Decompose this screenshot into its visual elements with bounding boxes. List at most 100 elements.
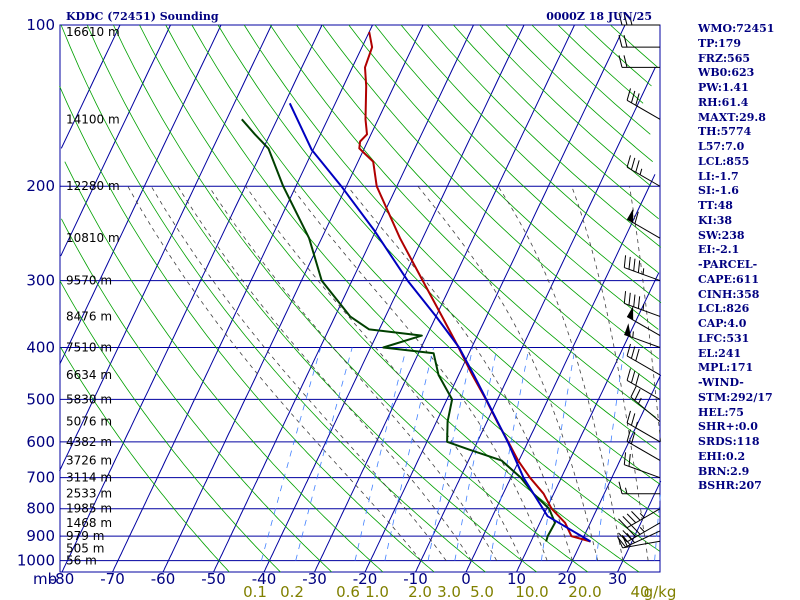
dry-adiabat <box>400 24 659 274</box>
index-item: BRN:2.9 <box>698 464 750 478</box>
moist-adiabat <box>127 186 422 561</box>
mixing-ratio-label: 0.6 <box>336 583 360 600</box>
height-label: 3114 m <box>66 471 112 485</box>
mixing-ratio-label: 1.0 <box>365 583 389 600</box>
dry-adiabat <box>269 24 656 418</box>
pressure-tick-label: 300 <box>26 272 55 290</box>
mixing-ratio-line <box>354 347 407 561</box>
station-title: KDDC (72451) Sounding <box>66 10 219 23</box>
index-item: TH:5774 <box>698 125 752 139</box>
pressure-tick-label: 500 <box>26 390 55 408</box>
index-item: TT:48 <box>698 199 733 212</box>
dry-adiabat <box>426 24 662 248</box>
mixing-ratio-label: g/kg <box>644 583 677 600</box>
mixing-ratio-label: 2.0 <box>408 583 432 600</box>
dry-adiabat <box>217 24 661 485</box>
height-label: 56 m <box>66 554 97 568</box>
dry-adiabat <box>113 24 589 573</box>
index-item: -WIND- <box>698 376 744 389</box>
wind-barb <box>626 410 661 443</box>
dry-adiabat <box>165 24 660 552</box>
isotherm-line <box>314 24 575 573</box>
height-label: 3726 m <box>66 453 112 467</box>
dry-adiabat <box>64 161 384 573</box>
height-label: 5076 m <box>66 415 112 429</box>
index-item: STM:292/17 <box>698 390 773 404</box>
height-label: 7510 m <box>66 340 112 354</box>
isotherm-line <box>364 24 626 573</box>
temperature-tick-label: 30 <box>608 570 627 588</box>
pressure-tick-label: 200 <box>26 177 55 195</box>
index-item: EI:-2.1 <box>698 243 740 257</box>
temperature-tick-label: -50 <box>201 570 226 588</box>
wind-barb <box>626 88 661 120</box>
mixing-ratio-label: 40 <box>630 583 649 600</box>
dry-adiabat <box>610 24 659 68</box>
index-item: FRZ:565 <box>698 51 751 65</box>
wind-barb <box>618 55 660 68</box>
wind-barb <box>623 291 661 317</box>
wind-barb <box>630 385 661 422</box>
height-label: 1468 m <box>66 516 112 530</box>
dry-adiabat <box>557 24 644 104</box>
dry-adiabat <box>86 24 537 573</box>
dewpoint-profile <box>241 118 556 542</box>
stability-indices: WMO:72451 TP:179 FRZ:565 WB0:623 PW:1.41 RH:6… <box>698 22 774 494</box>
index-item: WMO:72451 <box>698 22 775 35</box>
dry-adiabat <box>60 24 486 573</box>
dry-adiabat <box>322 24 659 360</box>
mixing-ratio-lines <box>261 347 662 561</box>
wind-barb <box>623 255 661 282</box>
height-label: 505 m <box>66 542 104 556</box>
isotherm-line <box>566 374 662 573</box>
wind-barb <box>618 508 661 529</box>
temperature-tick-label: -70 <box>100 570 125 588</box>
mixing-ratio-label: 3.0 <box>437 583 461 600</box>
index-item: LCL:826 <box>698 302 750 316</box>
plot-frame <box>59 24 661 573</box>
mixing-ratio-line <box>541 347 576 561</box>
isotherm-line <box>263 24 525 573</box>
dry-adiabat <box>505 24 653 163</box>
moist-adiabat <box>177 185 472 561</box>
moist-adiabat <box>497 185 624 561</box>
index-item: PW:1.41 <box>698 81 749 94</box>
mixing-ratio-line <box>595 347 625 561</box>
wind-barb <box>624 323 661 348</box>
mixing-ratio-label: 5.0 <box>470 583 494 600</box>
pressure-tick-label: 800 <box>26 500 55 518</box>
wind-barb <box>618 12 660 26</box>
height-label: 8476 m <box>66 309 112 323</box>
height-label: 12280 m <box>66 179 120 193</box>
pressure-tick-label: 700 <box>26 469 55 487</box>
moist-adiabat <box>417 185 598 561</box>
index-item: EL:241 <box>698 346 742 360</box>
dry-adiabat <box>59 280 281 573</box>
height-label: 9570 m <box>66 274 112 288</box>
moist-adiabat <box>245 185 523 561</box>
index-item: L57:7.0 <box>698 140 745 153</box>
index-item: WB0:623 <box>698 66 755 80</box>
wind-barb <box>626 429 661 461</box>
temperature-tick-label: -20 <box>353 570 378 588</box>
index-item: LI:-1.7 <box>698 169 739 183</box>
isotherm-line <box>465 174 656 573</box>
height-label: 979 m <box>66 529 104 543</box>
valid-time: 0000Z 18 JUN/25 <box>546 10 652 23</box>
index-item: SHR+:0.0 <box>698 420 758 434</box>
index-item: KI:38 <box>698 213 733 227</box>
dry-adiabat <box>583 24 652 87</box>
index-item: -PARCEL- <box>698 258 758 271</box>
temperature-tick-label: -10 <box>403 570 428 588</box>
index-item: MPL:171 <box>698 361 754 375</box>
dry-adiabat <box>191 24 661 518</box>
mixing-ratio-line <box>454 347 498 561</box>
wind-barb <box>626 368 661 400</box>
moist-adiabats <box>127 185 662 561</box>
dry-adiabat <box>61 218 332 573</box>
height-label: 1985 m <box>66 502 112 516</box>
dry-adiabats <box>59 24 662 573</box>
moist-adiabat <box>208 185 497 561</box>
mixing-ratio-line <box>295 347 353 561</box>
